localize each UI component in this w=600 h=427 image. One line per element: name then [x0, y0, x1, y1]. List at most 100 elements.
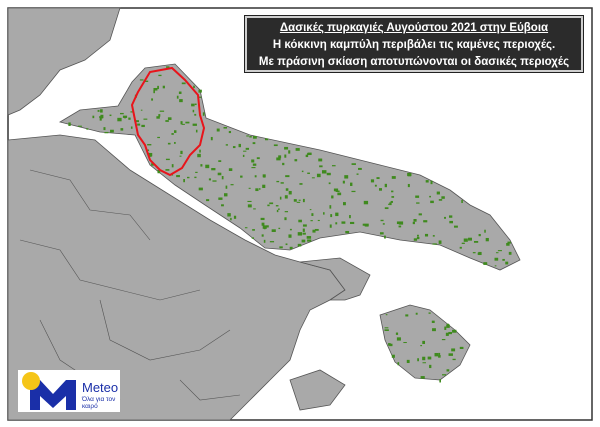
forest-patch — [448, 215, 453, 218]
forest-patch — [374, 184, 377, 187]
forest-patch — [344, 175, 349, 179]
forest-patch — [396, 337, 401, 341]
forest-patch — [331, 195, 334, 199]
forest-patch — [246, 135, 249, 137]
forest-patch — [285, 175, 290, 178]
forest-patch — [284, 146, 289, 150]
forest-patch — [100, 109, 103, 113]
forest-patch — [279, 246, 283, 249]
forest-patch — [323, 212, 325, 215]
forest-patch — [418, 213, 422, 216]
forest-patch — [255, 188, 259, 192]
forest-patch — [252, 229, 255, 231]
forest-patch — [276, 209, 279, 213]
logo-tagline: Όλα για τον καιρό — [82, 396, 116, 410]
forest-patch — [178, 91, 182, 94]
forest-patch — [364, 223, 369, 227]
forest-patch — [333, 188, 339, 192]
forest-patch — [193, 85, 195, 89]
forest-patch — [293, 199, 297, 202]
forest-patch — [194, 176, 197, 179]
forest-patch — [217, 172, 222, 176]
forest-patch — [412, 221, 415, 225]
forest-patch — [406, 359, 410, 364]
forest-patch — [461, 242, 465, 244]
forest-patch — [262, 184, 266, 188]
forest-patch — [191, 103, 195, 107]
forest-patch — [282, 162, 285, 166]
forest-patch — [420, 376, 425, 379]
forest-patch — [379, 188, 383, 191]
forest-patch — [280, 182, 284, 184]
forest-patch — [77, 125, 82, 127]
forest-patch — [156, 116, 160, 119]
forest-patch — [391, 196, 395, 198]
forest-patch — [122, 115, 128, 118]
forest-patch — [436, 191, 440, 195]
forest-patch — [171, 133, 174, 135]
forest-patch — [271, 229, 276, 232]
forest-patch — [448, 353, 453, 356]
forest-patch — [225, 144, 228, 146]
forest-patch — [130, 111, 134, 113]
forest-patch — [341, 221, 346, 224]
forest-patch — [285, 188, 289, 191]
forest-patch — [306, 236, 312, 239]
title-box: Δασικές πυρκαγιές Αυγούστου 2021 στην Εύ… — [245, 16, 583, 72]
forest-patch — [312, 229, 316, 233]
forest-patch — [468, 237, 472, 241]
forest-patch — [137, 123, 141, 126]
forest-patch — [92, 115, 95, 119]
forest-patch — [284, 154, 287, 158]
forest-patch — [413, 219, 417, 222]
forest-patch — [120, 128, 124, 131]
forest-patch — [318, 158, 323, 162]
forest-patch — [413, 238, 418, 241]
forest-patch — [265, 138, 269, 141]
forest-patch — [197, 96, 202, 98]
forest-patch — [200, 164, 203, 167]
forest-patch — [288, 150, 291, 154]
forest-patch — [159, 110, 165, 112]
forest-patch — [389, 343, 393, 347]
forest-patch — [478, 233, 481, 237]
forest-patch — [397, 362, 400, 366]
forest-patch — [379, 232, 384, 235]
forest-patch — [157, 169, 161, 174]
forest-patch — [446, 323, 449, 326]
forest-patch — [216, 128, 220, 132]
forest-patch — [256, 157, 260, 160]
forest-patch — [415, 312, 418, 315]
forest-patch — [309, 209, 312, 211]
forest-patch — [429, 195, 431, 198]
forest-patch — [165, 158, 170, 161]
forest-patch — [329, 224, 332, 228]
forest-patch — [335, 212, 339, 217]
forest-patch — [295, 148, 300, 151]
forest-patch — [151, 163, 154, 166]
forest-patch — [153, 88, 158, 91]
forest-patch — [261, 222, 265, 226]
forest-patch — [445, 332, 449, 336]
forest-patch — [337, 192, 342, 196]
forest-patch — [262, 225, 267, 229]
forest-patch — [195, 129, 198, 133]
forest-patch — [384, 183, 387, 188]
forest-patch — [294, 159, 298, 162]
forest-patch — [228, 168, 233, 171]
forest-patch — [441, 339, 446, 341]
forest-patch — [276, 180, 280, 183]
burned-area-outline — [130, 66, 206, 177]
forest-patch — [342, 180, 345, 184]
forest-patch — [147, 144, 152, 146]
forest-patch — [442, 374, 447, 376]
forest-patch — [199, 149, 201, 153]
forest-patch — [431, 320, 435, 323]
forest-patch — [307, 152, 312, 156]
meteo-m-icon — [30, 380, 76, 410]
forest-patch — [228, 131, 232, 134]
forest-patch — [134, 120, 139, 123]
forest-patch — [497, 250, 502, 252]
forest-patch — [275, 205, 279, 207]
